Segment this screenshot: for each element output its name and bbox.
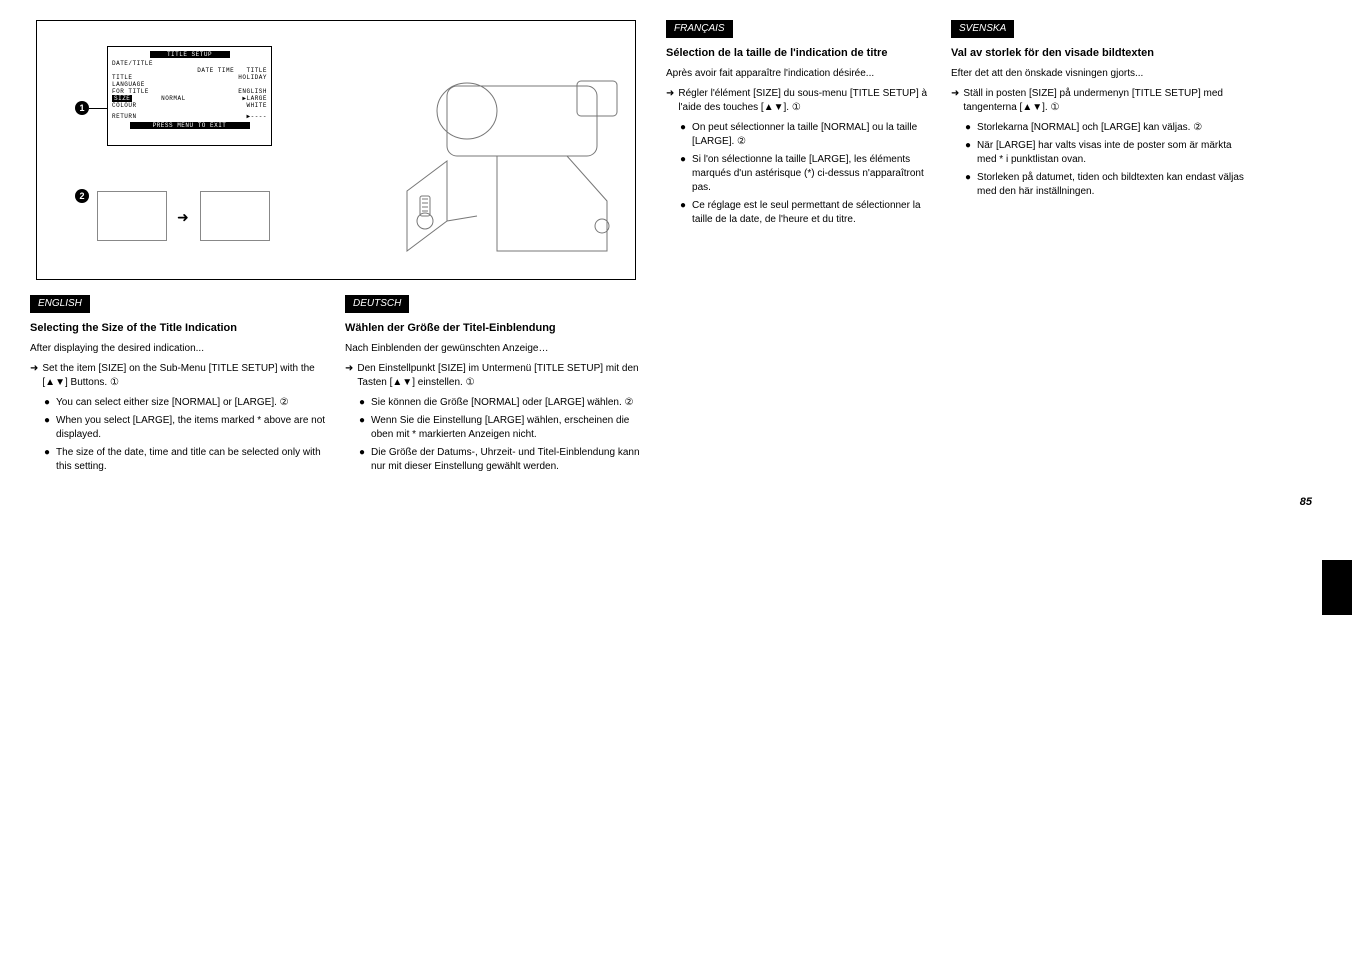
- bullet-en-1: You can select either size [NORMAL] or […: [56, 396, 289, 410]
- bullet-fr-3: Ce réglage est le seul permettant de sél…: [692, 199, 933, 227]
- lang-label-sv: SVENSKA: [951, 20, 1014, 38]
- menu-footer: PRESS MENU TO EXIT: [130, 122, 250, 129]
- bullet-sv-3: Storleken på datumet, tiden och bildtext…: [977, 171, 1248, 199]
- menu-r2-left: [112, 67, 116, 74]
- heading-en: Selecting the Size of the Title Indicati…: [30, 321, 327, 336]
- menu-r5-left: FOR TITLE: [112, 88, 149, 95]
- intro-en: After displaying the desired indication.…: [30, 342, 327, 356]
- bullet-icon: ●: [965, 139, 971, 167]
- step-arrow-icon: ➜: [30, 362, 38, 390]
- menu-r8-left: RETURN: [112, 113, 137, 120]
- menu-r1-left: DATE/TITLE: [112, 60, 153, 67]
- bullet-en-3: The size of the date, time and title can…: [56, 446, 327, 474]
- step-en: Set the item [SIZE] on the Sub-Menu [TIT…: [42, 362, 327, 390]
- bullet-fr-1: On peut sélectionner la taille [NORMAL] …: [692, 121, 933, 149]
- callout-line-1: [89, 108, 107, 109]
- heading-fr: Sélection de la taille de l'indication d…: [666, 46, 933, 61]
- bullet-de-1: Sie können die Größe [NORMAL] oder [LARG…: [371, 396, 633, 410]
- step-de: Den Einstellpunkt [SIZE] im Untermenü [T…: [357, 362, 642, 390]
- step-arrow-icon: ➜: [951, 87, 959, 115]
- bullet-icon: ●: [965, 171, 971, 199]
- lang-label-fr: FRANÇAIS: [666, 20, 733, 38]
- bullet-sv-2: När [LARGE] har valts visas inte de post…: [977, 139, 1248, 167]
- menu-r4-right: [263, 81, 267, 88]
- size-preview-large: [200, 191, 270, 241]
- size-preview-normal: [97, 191, 167, 241]
- bullet-icon: ●: [44, 446, 50, 474]
- menu-r6-highlight: SIZE: [112, 95, 132, 102]
- bullet-icon: ●: [965, 121, 971, 135]
- menu-r8-right: ▶----: [246, 113, 267, 120]
- bullet-icon: ●: [359, 396, 365, 410]
- page-number: 85: [1300, 496, 1312, 508]
- menu-r7-right: WHITE: [246, 102, 267, 109]
- step-arrow-icon: ➜: [666, 87, 674, 115]
- bullet-de-3: Die Größe der Datums-, Uhrzeit- und Tite…: [371, 446, 642, 474]
- heading-sv: Val av storlek för den visade bildtexten: [951, 46, 1248, 61]
- menu-r5-right: ENGLISH: [238, 88, 267, 95]
- bullet-en-2: When you select [LARGE], the items marke…: [56, 414, 327, 442]
- bullet-icon: ●: [44, 396, 50, 410]
- intro-fr: Après avoir fait apparaître l'indication…: [666, 67, 933, 81]
- menu-r7-left: COLOUR: [112, 102, 137, 109]
- bullet-de-2: Wenn Sie die Einstellung [LARGE] wählen,…: [371, 414, 642, 442]
- bullet-icon: ●: [680, 153, 686, 195]
- step-fr: Régler l'élément [SIZE] du sous-menu [TI…: [678, 87, 933, 115]
- menu-r6-left: NORMAL: [132, 95, 185, 102]
- intro-de: Nach Einblenden der gewünschten Anzeige…: [345, 342, 642, 356]
- bullet-icon: ●: [44, 414, 50, 442]
- bullet-icon: ●: [680, 121, 686, 149]
- intro-sv: Efter det att den önskade visningen gjor…: [951, 67, 1248, 81]
- menu-r4-left: LANGUAGE: [112, 81, 145, 88]
- bullet-sv-1: Storlekarna [NORMAL] och [LARGE] kan väl…: [977, 121, 1202, 135]
- menu-screen: TITLE SETUP DATE/TITLE DATE TIME TITLE T…: [107, 46, 272, 146]
- bullet-icon: ●: [359, 414, 365, 442]
- menu-r3-left: TITLE: [112, 74, 133, 81]
- bullet-icon: ●: [680, 199, 686, 227]
- menu-r1-right: [263, 60, 267, 67]
- step-arrow-icon: ➜: [345, 362, 353, 390]
- heading-de: Wählen der Größe der Titel-Einblendung: [345, 321, 642, 336]
- figure-box: TITLE SETUP DATE/TITLE DATE TIME TITLE T…: [36, 20, 636, 280]
- bullet-icon: ●: [359, 446, 365, 474]
- lang-label-en: ENGLISH: [30, 295, 90, 313]
- side-tab: [1322, 560, 1352, 615]
- step-sv: Ställ in posten [SIZE] på undermenyn [TI…: [963, 87, 1248, 115]
- menu-r2-right: DATE TIME TITLE: [197, 67, 267, 74]
- callout-badge-1: 1: [75, 101, 89, 115]
- lang-label-de: DEUTSCH: [345, 295, 409, 313]
- menu-title: TITLE SETUP: [150, 51, 230, 58]
- arrow-icon: ➜: [177, 209, 189, 226]
- bullet-fr-2: Si l'on sélectionne la taille [LARGE], l…: [692, 153, 933, 195]
- menu-r6-right: ▶LARGE: [242, 95, 267, 102]
- callout-badge-2: 2: [75, 189, 89, 203]
- menu-r3-right: HOLIDAY: [238, 74, 267, 81]
- camcorder-illustration: [347, 51, 627, 261]
